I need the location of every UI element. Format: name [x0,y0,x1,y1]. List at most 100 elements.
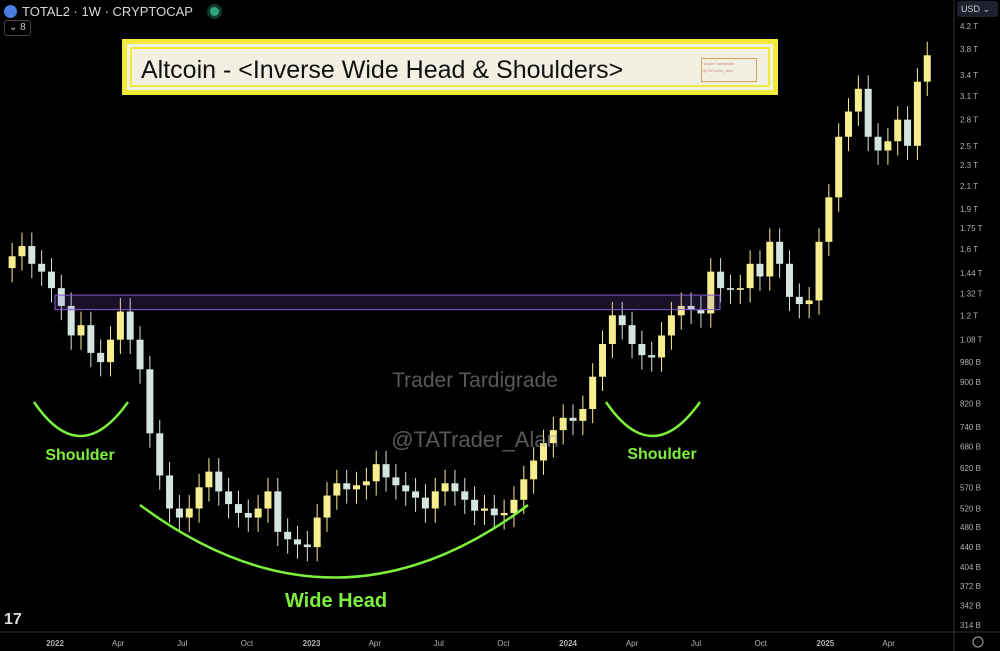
candle [333,469,341,510]
candle-body [195,487,203,509]
time-tick: Jul [434,639,444,648]
time-tick: Apr [626,639,639,648]
candle-body [608,315,616,344]
candle-body [107,339,115,363]
currency-select[interactable]: USD ⌄ [957,1,998,17]
candle [500,499,508,530]
candle-body [835,136,843,198]
symbol-label: TOTAL2 · 1W · CRYPTOCAP [22,4,193,19]
candle-body [343,483,351,490]
price-tick: 1.08 T [960,336,983,345]
candle-body [293,539,301,545]
candle-body [549,430,557,444]
candle-body [490,508,498,516]
currency-label: USD [961,4,981,14]
candle [343,469,351,504]
candle [618,301,626,340]
candle-body [539,443,547,461]
candle [126,298,134,354]
candle-body [884,141,892,151]
candle [805,286,813,319]
chart-title: Altcoin - <Inverse Wide Head & Shoulders… [141,56,624,84]
time-axis[interactable]: 2022 Apr Jul Oct 2023 Apr Jul Oct 2024 Apr Jul Oct 2… [46,639,895,648]
price-tick: 2.5 T [960,142,978,151]
candle [480,495,488,526]
candle-body [136,339,144,370]
candle [825,183,833,257]
candle-body [904,119,912,146]
candle [195,473,203,523]
price-tick: 342 B [960,601,981,610]
candle [569,404,577,436]
candle-body [77,325,85,336]
price-tick: 1.9 T [960,205,978,214]
candles [8,41,931,562]
indicators-toggle[interactable]: ⌄ 8 [4,20,31,36]
candle-body [264,491,272,509]
candle [244,499,252,532]
candle [795,283,803,319]
left-shoulder-label: Shoulder [45,447,114,464]
candle [736,274,744,305]
candle [392,463,400,500]
candle-body [323,495,331,518]
candle-body [628,325,636,344]
candle [589,363,597,424]
candle-body [156,433,164,476]
candle-body [559,417,567,431]
candle [97,339,105,377]
price-axis[interactable]: 4.2 T 3.8 T 3.4 T 3.1 T 2.8 T 2.5 T 2.3 T 2.1 T… [960,22,983,630]
time-tick: Apr [112,639,125,648]
price-tick: 440 B [960,543,981,552]
candle-body [215,471,223,492]
candle [431,477,439,523]
candle-body [687,305,695,310]
time-tick: Jul [691,639,701,648]
candle-body [244,512,252,518]
candle-body [421,497,429,509]
candle [18,232,26,271]
candle-body [579,408,587,421]
candle-body [746,263,754,289]
candle [175,495,183,532]
candle-body [57,288,65,306]
time-tick: Jul [177,639,187,648]
candle [894,106,902,156]
tradingview-logo[interactable]: 17 [4,611,22,628]
candle-body [97,352,105,363]
candle [746,250,754,303]
candle-body [776,241,784,264]
candle [549,416,557,458]
time-tick: Apr [369,639,382,648]
title-box: Altcoin - <Inverse Wide Head & Shoulders… [122,39,778,95]
candle-body [362,481,370,486]
candle-body [402,485,410,492]
right-shoulder-arc [604,401,702,438]
candle-body [225,491,233,505]
candle-body [726,288,734,290]
watermark-handle: @TATrader_Alan [391,427,558,452]
candle [658,321,666,372]
candle-body [284,531,292,540]
candle [785,250,793,312]
candle-body [126,311,134,340]
price-tick: 1.2 T [960,311,978,320]
candle-body [87,325,95,353]
candle [451,469,459,506]
right-shoulder-label: Shoulder [627,446,696,463]
candle-body [618,315,626,326]
time-tick: 2025 [816,639,834,648]
candle [372,450,380,496]
candle [707,258,715,328]
time-tick: Apr [882,639,895,648]
candle-body [451,483,459,492]
symbol-header[interactable]: TOTAL2 · 1W · CRYPTOCAP [4,4,219,19]
settings-icon[interactable] [972,636,984,648]
candle-body [923,55,931,82]
left-shoulder-arc [32,401,130,438]
candle-body [431,491,439,509]
price-tick: 520 B [960,504,981,513]
candle [136,326,144,384]
candle [166,461,174,523]
